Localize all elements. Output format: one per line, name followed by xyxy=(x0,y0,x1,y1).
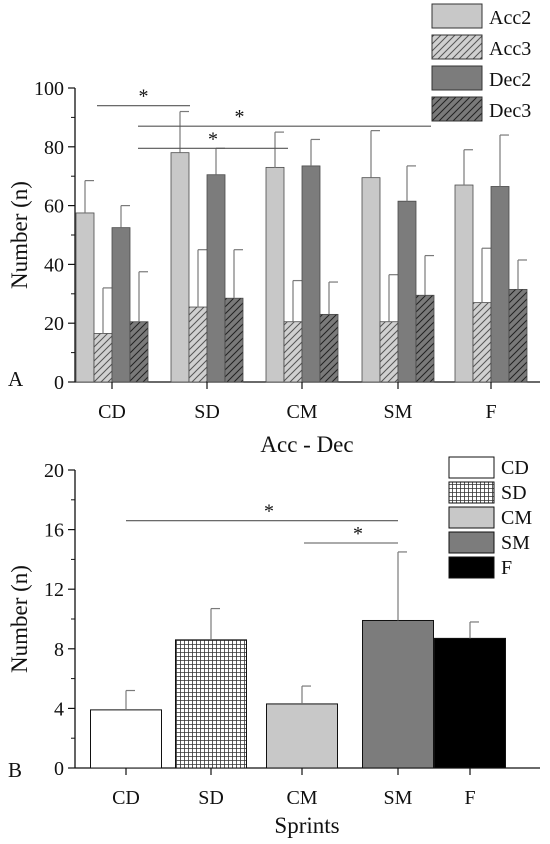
panel-b-y-tick-label: 20 xyxy=(44,460,64,482)
legend-label-f: F xyxy=(501,557,512,579)
legend-swatch-acc3 xyxy=(431,34,483,60)
bar-acc3-f xyxy=(472,302,492,383)
bar-dec2-f xyxy=(490,186,510,383)
panel-b-x-tick-label: SD xyxy=(198,787,224,809)
legend-swatch-f xyxy=(448,556,495,579)
legend-label-sd: SD xyxy=(501,482,527,504)
bar-dec3-sm xyxy=(415,294,435,383)
panel-a-y-tick-label: 100 xyxy=(34,78,64,100)
panel-b-x-tick-label: F xyxy=(464,787,475,809)
bar-sprints-cd xyxy=(90,709,162,769)
bar-dec2-cm xyxy=(301,165,321,383)
bar-dec3-sd xyxy=(224,297,244,383)
panel-a-y-tick-label: 20 xyxy=(44,313,64,335)
panel-b: 0 4 8 12 16 20 CD SD CM SM F Sprints Number (n) B * * CD… xyxy=(7,456,540,838)
significance-star: * xyxy=(235,106,245,128)
bar-dec2-sm xyxy=(397,200,417,383)
bar-acc3-sd xyxy=(188,306,208,383)
bar-sprints-cm xyxy=(266,703,338,769)
legend-swatch-sd xyxy=(448,481,495,504)
panel-a-x-tick-label: SM xyxy=(384,401,413,423)
panel-b-x-tick-label: SM xyxy=(384,787,413,809)
legend-label-acc3: Acc3 xyxy=(489,38,531,60)
panel-a-y-tick-label: 80 xyxy=(44,137,64,159)
legend-swatch-dec3 xyxy=(431,96,483,122)
panel-a-x-tick-label: F xyxy=(485,401,496,423)
panel-b-y-tick-label: 8 xyxy=(54,639,64,661)
bar-dec3-cd xyxy=(129,321,149,383)
panel-a-legend: Acc2 Acc3 Dec2 Dec3 xyxy=(431,3,531,122)
legend-label-sm: SM xyxy=(501,532,530,554)
bar-acc3-cd xyxy=(93,333,113,383)
bar-acc2-cm xyxy=(265,166,285,383)
legend-label-acc2: Acc2 xyxy=(489,7,531,29)
panel-b-legend: CD SD CM SM F xyxy=(448,456,532,579)
bar-acc3-sm xyxy=(379,321,399,383)
panel-b-x-axis-title: Sprints xyxy=(274,813,339,838)
panel-a-y-tick-label: 40 xyxy=(44,254,64,276)
bar-dec2-cd xyxy=(111,227,131,383)
panel-b-y-tick-label: 16 xyxy=(44,520,64,542)
significance-star: * xyxy=(264,501,274,523)
panel-b-y-tick-label: 4 xyxy=(54,698,64,720)
panel-b-y-tick-label: 12 xyxy=(44,579,64,601)
bar-dec3-cm xyxy=(319,313,339,383)
panel-b-y-tick-label: 0 xyxy=(54,758,64,780)
panel-b-y-axis-title: Number (n) xyxy=(7,565,32,673)
bar-sprints-sd xyxy=(175,639,247,769)
bar-acc2-f xyxy=(454,184,474,383)
panel-b-letter: B xyxy=(8,758,22,782)
bar-acc3-cm xyxy=(283,321,303,383)
panel-a-y-tick-label: 0 xyxy=(54,372,64,394)
bar-dec3-f xyxy=(508,288,528,383)
legend-label-dec2: Dec2 xyxy=(489,69,531,91)
legend-swatch-cd xyxy=(448,456,495,479)
legend-label-cm: CM xyxy=(501,507,532,529)
bar-dec2-sd xyxy=(206,174,226,383)
panel-a-y-tick-label: 60 xyxy=(44,196,64,218)
panel-a-letter: A xyxy=(8,367,24,391)
panel-a-x-axis-title: Acc - Dec xyxy=(260,432,353,457)
panel-a-x-tick-label: CM xyxy=(286,401,317,423)
bar-acc2-cd xyxy=(75,212,95,383)
bar-acc2-sd xyxy=(170,152,190,383)
legend-swatch-cm xyxy=(448,506,495,529)
bar-sprints-f xyxy=(434,637,506,769)
bar-sprints-sm xyxy=(362,619,434,769)
bar-acc2-sm xyxy=(361,177,381,383)
legend-swatch-sm xyxy=(448,531,495,554)
panel-a-x-tick-label: SD xyxy=(194,401,220,423)
legend-swatch-acc2 xyxy=(431,3,483,29)
panel-a-x-tick-label: CD xyxy=(98,401,126,423)
significance-star: * xyxy=(139,86,149,108)
significance-star: * xyxy=(353,523,363,545)
significance-star: * xyxy=(208,128,218,150)
panel-a: 0 20 40 60 80 100 CD SD CM SM F Acc - Dec Number (n)… xyxy=(7,3,540,457)
legend-swatch-dec2 xyxy=(431,65,483,91)
panel-b-x-tick-label: CD xyxy=(112,787,140,809)
panel-a-y-axis-title: Number (n) xyxy=(7,181,32,289)
legend-label-cd: CD xyxy=(501,457,529,479)
legend-label-dec3: Dec3 xyxy=(489,100,531,122)
panel-b-x-tick-label: CM xyxy=(286,787,317,809)
